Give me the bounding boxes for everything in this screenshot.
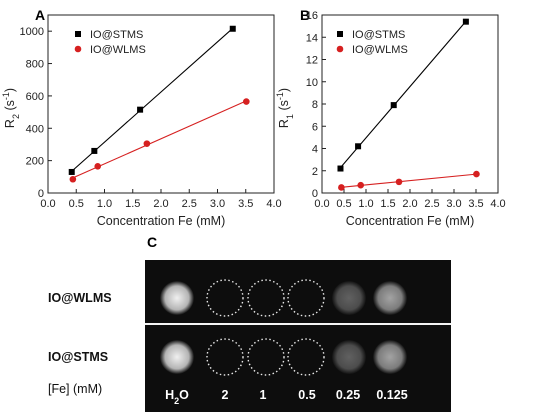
mri-sample-1-4: [332, 340, 366, 374]
panel-b-xlabel: Concentration Fe (mM): [346, 214, 475, 228]
panel-b-point-io-stms: [337, 165, 344, 172]
panel-b-y-tick-label: 4: [312, 144, 318, 156]
panel-b-x-tick-label: 0.5: [336, 198, 351, 210]
panel-a-x-tick-label: 0.0: [40, 198, 55, 210]
mri-sample-0-5: [373, 281, 407, 315]
panel-a-legend-label-io-wlms: IO@WLMS: [90, 44, 146, 56]
panel-b-x-tick-label: 1.5: [380, 198, 395, 210]
panel-b-y-tick-label: 6: [312, 121, 318, 133]
panel-a-y-tick-label: 200: [26, 156, 44, 168]
panel-b-point-io-stms: [462, 18, 469, 25]
panel-b-x-tick-label: 3.0: [446, 198, 461, 210]
panel-a-x-tick-label: 0.5: [69, 198, 84, 210]
panel-a-point-io-stms: [91, 147, 98, 154]
panel-b-point-io-wlms: [473, 170, 480, 178]
conc-label-0-125: 0.125: [376, 388, 407, 402]
panel-b-x-tick-label: 0.0: [314, 198, 329, 210]
panel-b-x-tick-label: 3.5: [468, 198, 483, 210]
row-label-io-stms: IO@STMS: [48, 350, 108, 364]
panel-b-y-tick-label: 14: [306, 32, 318, 44]
panel-c: C IO@WLMS IO@STMS [Fe] (mM) H2O 2 1 0.5 …: [48, 234, 451, 412]
panel-a-fit-line-io-stms: [71, 27, 234, 172]
panel-a-y-tick-label: 400: [26, 123, 44, 135]
panel-b-ylabel: R1 (s-1): [275, 88, 295, 128]
panel-a-x-tick-label: 2.0: [153, 198, 168, 210]
fe-concentration-label: [Fe] (mM): [48, 382, 102, 396]
panel-b-y-tick-label: 10: [306, 77, 318, 89]
panel-a-y-tick-label: 800: [26, 59, 44, 71]
panel-b-legend-label-io-stms: IO@STMS: [352, 29, 405, 41]
mri-samples: [160, 279, 407, 376]
panel-a-point-io-stms: [229, 25, 236, 32]
panel-a-x-tick-label: 3.0: [210, 198, 225, 210]
panel-a-point-io-stms: [68, 168, 75, 175]
panel-a: A 0.0 0.5 1.0 1.5 2.0 2.5 3.0 3.5 4.0 0 200 400 600 8…: [1, 7, 282, 228]
panel-a-legend-label-io-stms: IO@STMS: [90, 29, 143, 41]
conc-label-1: 1: [260, 388, 267, 402]
panel-b-x-tick-label: 1.0: [358, 198, 373, 210]
panel-b-point-io-wlms: [338, 184, 345, 191]
panel-b-plot-frame: [321, 14, 499, 194]
panel-b-y-tick-label: 2: [312, 166, 318, 178]
panel-b-point-io-stms: [390, 102, 397, 109]
mri-sample-outline-0-2: [247, 279, 285, 317]
mri-sample-0-4: [332, 281, 366, 315]
panel-a-x-tick-label: 2.5: [182, 198, 197, 210]
conc-label-0-5: 0.5: [298, 388, 315, 402]
panel-a-y-tick-label: 0: [38, 188, 44, 200]
panel-b-legend-label-io-wlms: IO@WLMS: [352, 44, 408, 56]
panel-a-point-io-wlms: [143, 140, 151, 147]
panel-a-fit-line-io-wlms: [72, 100, 247, 179]
mri-sample-outline-0-1: [206, 279, 244, 317]
panel-b-letter: B: [300, 7, 310, 23]
conc-label-0-25: 0.25: [336, 388, 360, 402]
mri-sample-1-0: [160, 340, 194, 374]
mri-sample-1-5: [373, 340, 407, 374]
panel-a-letter: A: [35, 7, 45, 23]
panel-b-y-tick-label: 12: [306, 55, 318, 67]
row-label-io-wlms: IO@WLMS: [48, 291, 112, 305]
panel-b-point-io-wlms: [395, 178, 403, 186]
panel-b-legend-marker-io-wlms: [336, 45, 344, 53]
mri-sample-outline-1-1: [206, 338, 244, 376]
panel-a-x-tick-label: 4.0: [266, 198, 281, 210]
mri-sample-outline-1-3: [287, 338, 325, 376]
panel-a-point-io-wlms: [94, 163, 102, 170]
panel-a-x-tick-label: 3.5: [238, 198, 253, 210]
conc-label-h2o: H2O: [165, 388, 189, 406]
panel-b-legend-marker-io-stms: [337, 31, 343, 37]
panel-b-plot: 0.0 0.5 1.0 1.5 2.0 2.5 3.0 3.5 4.0 0 2 4 6 8 10 12 14 16…: [306, 10, 506, 210]
panel-b-x-tick-label: 2.5: [424, 198, 439, 210]
panel-a-point-io-wlms: [243, 98, 250, 105]
panel-b-y-tick-label: 8: [312, 99, 318, 111]
panel-b: B 0.0 0.5 1.0 1.5 2.0 2.5 3.0 3.5 4.0 0 2 4 6 8 10 12 14…: [275, 7, 506, 228]
panel-a-point-io-wlms: [69, 175, 77, 183]
panel-b-x-tick-label: 4.0: [490, 198, 505, 210]
panel-a-x-tick-label: 1.5: [125, 198, 140, 210]
panel-b-y-tick-label: 0: [312, 188, 318, 200]
panel-b-point-io-wlms: [357, 181, 365, 189]
panel-a-ylabel: R2 (s-1): [1, 88, 21, 128]
panel-a-y-tick-label: 1000: [20, 26, 44, 38]
panel-a-legend-marker-io-wlms: [74, 45, 82, 53]
panel-a-point-io-stms: [137, 106, 144, 113]
mri-sample-0-0: [160, 281, 194, 315]
panel-c-letter: C: [147, 234, 157, 250]
panel-a-xlabel: Concentration Fe (mM): [97, 214, 226, 228]
mri-sample-outline-0-3: [287, 279, 325, 317]
mri-sample-outline-1-2: [247, 338, 285, 376]
panel-a-plot: 0.0 0.5 1.0 1.5 2.0 2.5 3.0 3.5 4.0 0 200 400 600 800…: [20, 14, 282, 210]
conc-label-2: 2: [222, 388, 229, 402]
panel-a-x-tick-label: 1.0: [97, 198, 112, 210]
panel-b-x-tick-label: 2.0: [402, 198, 417, 210]
panel-b-point-io-stms: [355, 143, 362, 150]
panel-b-fit-line-io-stms: [340, 21, 467, 168]
panel-a-y-tick-label: 600: [26, 91, 44, 103]
panel-b-y-tick-label: 16: [306, 10, 318, 22]
panel-a-legend-marker-io-stms: [75, 31, 81, 37]
